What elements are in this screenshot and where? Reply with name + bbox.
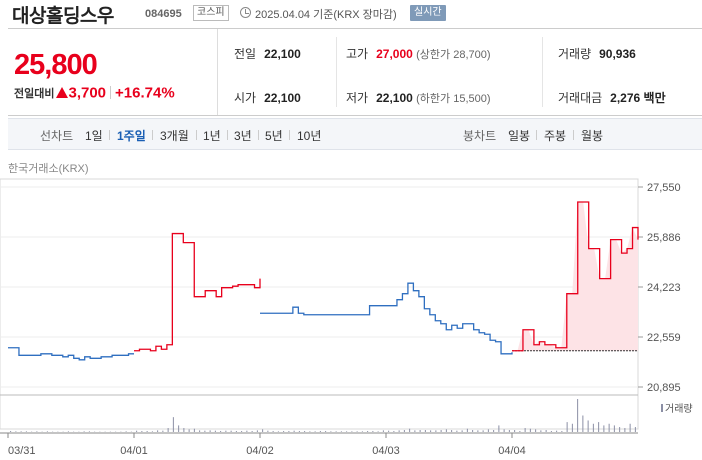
divider [152,130,153,140]
x-tick-label: 04/01 [120,445,148,457]
clock-icon [240,7,251,18]
tab-3y[interactable]: 3년 [234,129,252,143]
low-value: 22,100 [376,91,413,105]
divider [536,130,537,140]
price-line-04-02 [260,305,386,316]
amount-value: 2,276 [610,91,641,105]
data-source: 한국거래소(KRX) [8,163,89,175]
tab-1w[interactable]: 1주일 [117,129,146,143]
divider [573,130,574,140]
chart-tabbar: 선차트 1일 1주일 3개월 1년 3년 5년 10년 봉차트 일봉 주봉 월봉 [8,118,702,150]
tab-1d[interactable]: 1일 [85,129,103,143]
x-tick-label: 03/31 [8,445,36,457]
y-tick-label: 27,550 [647,182,681,194]
volume: 거래량 90,936 [558,45,636,62]
x-tick-label: 04/03 [372,445,400,457]
volume-legend-swatch [661,404,663,412]
price-line-04-04 [512,201,639,352]
trade-amount: 거래대금 2,276 백만 [558,89,666,106]
amount-unit: 백만 [643,91,666,105]
prev-close-label: 전일 [234,47,257,61]
price-line-04-01 [134,232,261,352]
market-badge: 코스피 [193,5,229,21]
low-label: 저가 [346,91,369,105]
triangle-up-icon [56,87,69,99]
change-rate: +16.74% [115,84,175,102]
candle-chart-label: 봉차트 [463,129,497,143]
y-tick-label: 22,559 [647,332,681,344]
prev-close-value: 22,100 [264,47,301,61]
stock-header: 대상홀딩스우 084695 코스피 2025.04.04 기준(KRX 장마감)… [0,0,702,28]
prev-close: 전일 22,100 [234,45,301,62]
high-price: 고가 27,000 (상한가 28,700) [346,45,491,62]
divider [109,130,110,140]
divider [196,130,197,140]
open-label: 시가 [234,91,257,105]
base-date: 2025.04.04 기준(KRX 장마감) [255,9,397,21]
line-chart-label: 선차트 [40,129,74,143]
current-price: 25,800 [14,49,98,81]
price-line-04-03 [386,282,513,355]
price-area-fill [512,202,638,351]
stock-name: 대상홀딩스우 [12,6,114,27]
divider [542,37,543,107]
divider [258,130,259,140]
stock-code: 084695 [145,8,182,20]
price-area: 25,800 전일대비 3,700 +16.74% [8,29,218,115]
tab-1y[interactable]: 1년 [203,129,221,143]
tab-5y[interactable]: 5년 [265,129,283,143]
tab-weekly[interactable]: 주봉 [544,129,567,143]
change-row: 전일대비 3,700 +16.74% [14,84,175,102]
change-amount: 3,700 [68,84,107,102]
plot-frame [0,178,639,430]
divider [289,130,290,140]
divider [227,130,228,140]
tab-daily[interactable]: 일봉 [508,129,531,143]
divider [336,37,337,107]
upper-limit: (상한가 28,700) [416,49,491,61]
realtime-button[interactable]: 실시간 [410,5,446,21]
high-value: 27,000 [376,47,413,61]
y-tick-label: 24,223 [647,282,681,294]
volume-value: 90,936 [599,47,636,61]
volume-legend-label: 거래량 [665,403,693,415]
y-tick-label: 25,886 [647,232,681,244]
lower-limit: (하한가 15,500) [416,93,491,105]
tab-3m[interactable]: 3개월 [160,129,189,143]
change-label: 전일대비 [14,87,55,100]
volume-label: 거래량 [558,47,592,61]
open-value: 22,100 [264,91,301,105]
x-tick-label: 04/02 [246,445,274,457]
tab-monthly[interactable]: 월봉 [581,129,604,143]
y-tick-label: 20,895 [647,382,681,394]
x-tick-label: 04/04 [498,445,526,457]
amount-label: 거래대금 [558,91,603,105]
price-line-03-31 [8,347,134,361]
divider [110,86,112,100]
high-label: 고가 [346,47,369,61]
low-price: 저가 22,100 (하한가 15,500) [346,89,491,106]
quote-summary: 25,800 전일대비 3,700 +16.74% 전일 22,100 고가 27,00… [8,28,702,116]
tab-10y[interactable]: 10년 [297,129,322,143]
open-price: 시가 22,100 [234,89,301,106]
